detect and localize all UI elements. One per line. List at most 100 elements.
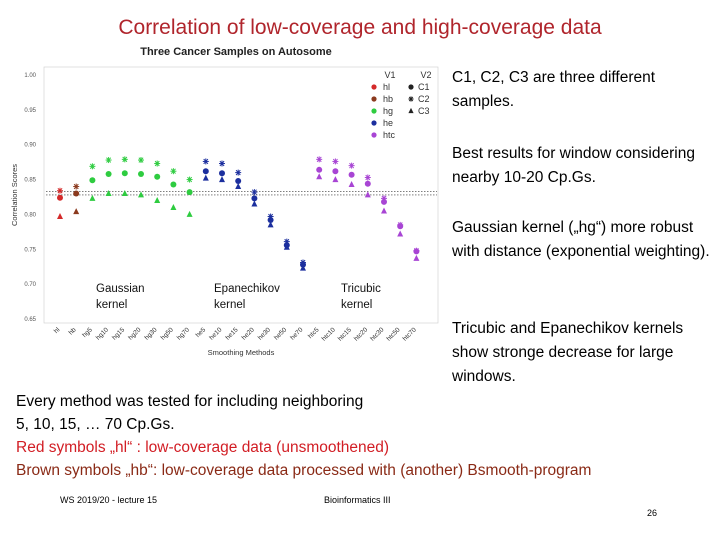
plot-frame [43, 66, 439, 324]
note-best-window: Best results for window considering near… [452, 145, 695, 186]
data-point-c2 [89, 163, 96, 170]
x-tick-label: he15 [224, 326, 239, 341]
y-tick-label: 0.75 [24, 247, 36, 253]
legend-label-c1: C1 [418, 82, 430, 92]
y-tick-label: 1.00 [24, 73, 36, 79]
x-tick-label: he70 [289, 326, 304, 341]
x-tick-label: hl [53, 326, 62, 335]
legend-marker-c1 [408, 84, 414, 90]
data-point-c1 [57, 194, 63, 201]
legend-header-v2: V2 [420, 70, 431, 80]
data-point-c3 [73, 208, 80, 215]
x-tick-label: htc70 [402, 326, 418, 342]
data-point-c2 [186, 176, 193, 183]
x-tick-label: htc10 [321, 326, 337, 342]
data-point-c3 [154, 196, 161, 203]
y-tick-label: 0.65 [24, 317, 36, 323]
data-point-c2 [235, 169, 242, 176]
data-point-c1 [105, 170, 112, 177]
data-point-c2 [381, 195, 387, 202]
legend-header-v1: V1 [384, 70, 395, 80]
y-axis-label: Correlation Scores [10, 164, 19, 226]
note-samples: C1, C2, C3 are three different samples. [452, 69, 656, 110]
body-line-1: Every method was tested for including ne… [16, 393, 364, 410]
data-point-c1 [235, 177, 242, 184]
x-tick-label: hb [68, 326, 78, 336]
data-point-c1 [219, 170, 225, 177]
legend-marker-c2 [408, 96, 414, 102]
data-point-c2 [267, 213, 274, 220]
data-point-c3 [413, 254, 420, 261]
kernel-group-labels: Gaussian kernel Epanechikov kernel Tricubic k… [96, 283, 381, 311]
y-tick-label: 0.90 [24, 143, 36, 149]
y-tick-label: 0.70 [24, 282, 36, 288]
legend-label-hl: hl [383, 82, 390, 92]
legend-marker-hl [371, 84, 377, 90]
data-point-c3 [251, 200, 258, 207]
legend-label-he: he [383, 118, 393, 128]
x-tick-label: htc20 [353, 326, 369, 342]
data-point-c1 [186, 189, 193, 196]
data-point-c2 [413, 247, 420, 254]
data-point-c1 [138, 170, 144, 177]
footer-lecture: WS 2019/20 - lecture 15 [60, 495, 158, 505]
data-point-c1 [251, 195, 258, 202]
correlation-chart: Three Cancer Samples on Autosome 1.00 0.9… [10, 46, 439, 357]
x-tick-label: he20 [241, 326, 256, 341]
data-point-c1 [316, 166, 323, 173]
legend-label-hb: hb [383, 94, 393, 104]
data-point-c2 [57, 187, 63, 194]
slide-title: Correlation of low-coverage and high-cov… [118, 16, 602, 39]
data-point-c2 [397, 221, 404, 228]
data-point-c3 [316, 173, 323, 180]
body-line-2: 5, 10, 15, … 70 Cp.Gs. [16, 416, 175, 433]
legend-marker-hg [371, 108, 377, 114]
data-point-c3 [170, 203, 177, 210]
legend-label-htc: htc [383, 130, 396, 140]
y-tick-label: 0.85 [24, 178, 36, 184]
body-line-brown-symbols: Brown symbols „hb“: low-coverage data pr… [16, 462, 592, 479]
data-point-c1 [121, 170, 128, 177]
x-axis-ticks: hl hb hg5 hg10 hg15 hg20 hg30 hg50 hg70 he5 he10 he… [53, 326, 418, 343]
legend-label-c2: C2 [418, 94, 430, 104]
data-point-c3 [202, 174, 209, 181]
body-line-red-symbols: Red symbols „hl“ : low-coverage data (un… [16, 439, 390, 456]
data-point-c3 [348, 180, 355, 187]
note-tricubic: Tricubic and Epanechikov kernels show st… [452, 320, 684, 385]
y-tick-label: 0.95 [24, 108, 36, 114]
data-point-c2 [348, 162, 355, 169]
y-tick-label: 0.80 [24, 212, 36, 218]
data-point-c3 [219, 176, 225, 183]
data-point-c2 [316, 156, 323, 163]
data-point-c3 [381, 207, 387, 214]
data-point-c1 [332, 168, 339, 175]
legend-marker-c3 [408, 107, 414, 114]
legend-marker-he [371, 120, 377, 126]
data-point-c2 [154, 160, 161, 167]
data-point-c2 [283, 238, 290, 245]
x-tick-label: htc30 [369, 326, 385, 342]
data-point-c1 [89, 177, 96, 184]
data-point-c2 [300, 259, 306, 266]
data-point-c2 [73, 183, 80, 190]
x-tick-label: hg5 [81, 326, 94, 339]
legend-marker-htc [371, 132, 377, 138]
data-point-c3 [57, 213, 63, 220]
data-point-c3 [186, 210, 193, 217]
data-point-c1 [348, 171, 355, 178]
legend-marker-hb [371, 96, 377, 102]
data-point-c3 [364, 191, 371, 198]
group-label: Epanechikov kernel [214, 283, 280, 311]
legend-label-c3: C3 [418, 106, 430, 116]
x-tick-label: he50 [273, 326, 288, 341]
data-point-c2 [170, 168, 177, 175]
x-tick-label: hg70 [176, 326, 191, 341]
data-point-c2 [332, 158, 339, 165]
data-point-c3 [300, 264, 306, 271]
y-axis-ticks: 1.00 0.95 0.90 0.85 0.80 0.75 0.70 0.65 [24, 73, 36, 323]
data-point-c1 [73, 190, 80, 197]
data-point-c1 [154, 173, 161, 180]
data-point-c2 [105, 157, 112, 164]
data-point-c3 [267, 221, 274, 228]
page-number: 26 [647, 508, 658, 518]
